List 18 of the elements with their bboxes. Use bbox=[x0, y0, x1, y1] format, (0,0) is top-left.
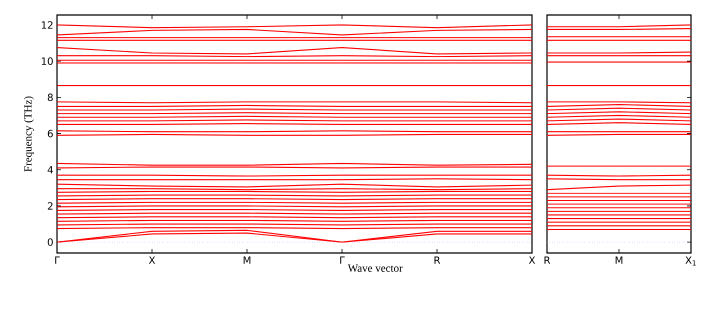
y-tick-label: 10 bbox=[42, 57, 53, 65]
x-tick-label: X bbox=[148, 256, 156, 264]
x-tick-label: Γ bbox=[55, 256, 60, 264]
x-tick-label: M bbox=[244, 256, 250, 264]
y-tick-label: 4 bbox=[48, 166, 53, 174]
y-tick-label: 12 bbox=[42, 21, 52, 29]
x-tick-label: X bbox=[528, 256, 536, 264]
x-tick-label: R bbox=[434, 256, 440, 264]
y-tick-label: 2 bbox=[48, 202, 52, 210]
x-tick-label: R bbox=[544, 256, 550, 264]
x-tick-label: Γ bbox=[340, 256, 345, 264]
x-tick-label: X$_{1}$ bbox=[685, 256, 696, 266]
y-tick-label: 8 bbox=[48, 94, 53, 102]
y-tick-label: 6 bbox=[48, 130, 53, 138]
y-axis-title: Frequency (THz) bbox=[24, 96, 34, 172]
y-tick-label: 0 bbox=[48, 238, 53, 246]
x-tick-label: M bbox=[616, 256, 622, 264]
x-axis-title: Wave vector bbox=[348, 264, 403, 272]
